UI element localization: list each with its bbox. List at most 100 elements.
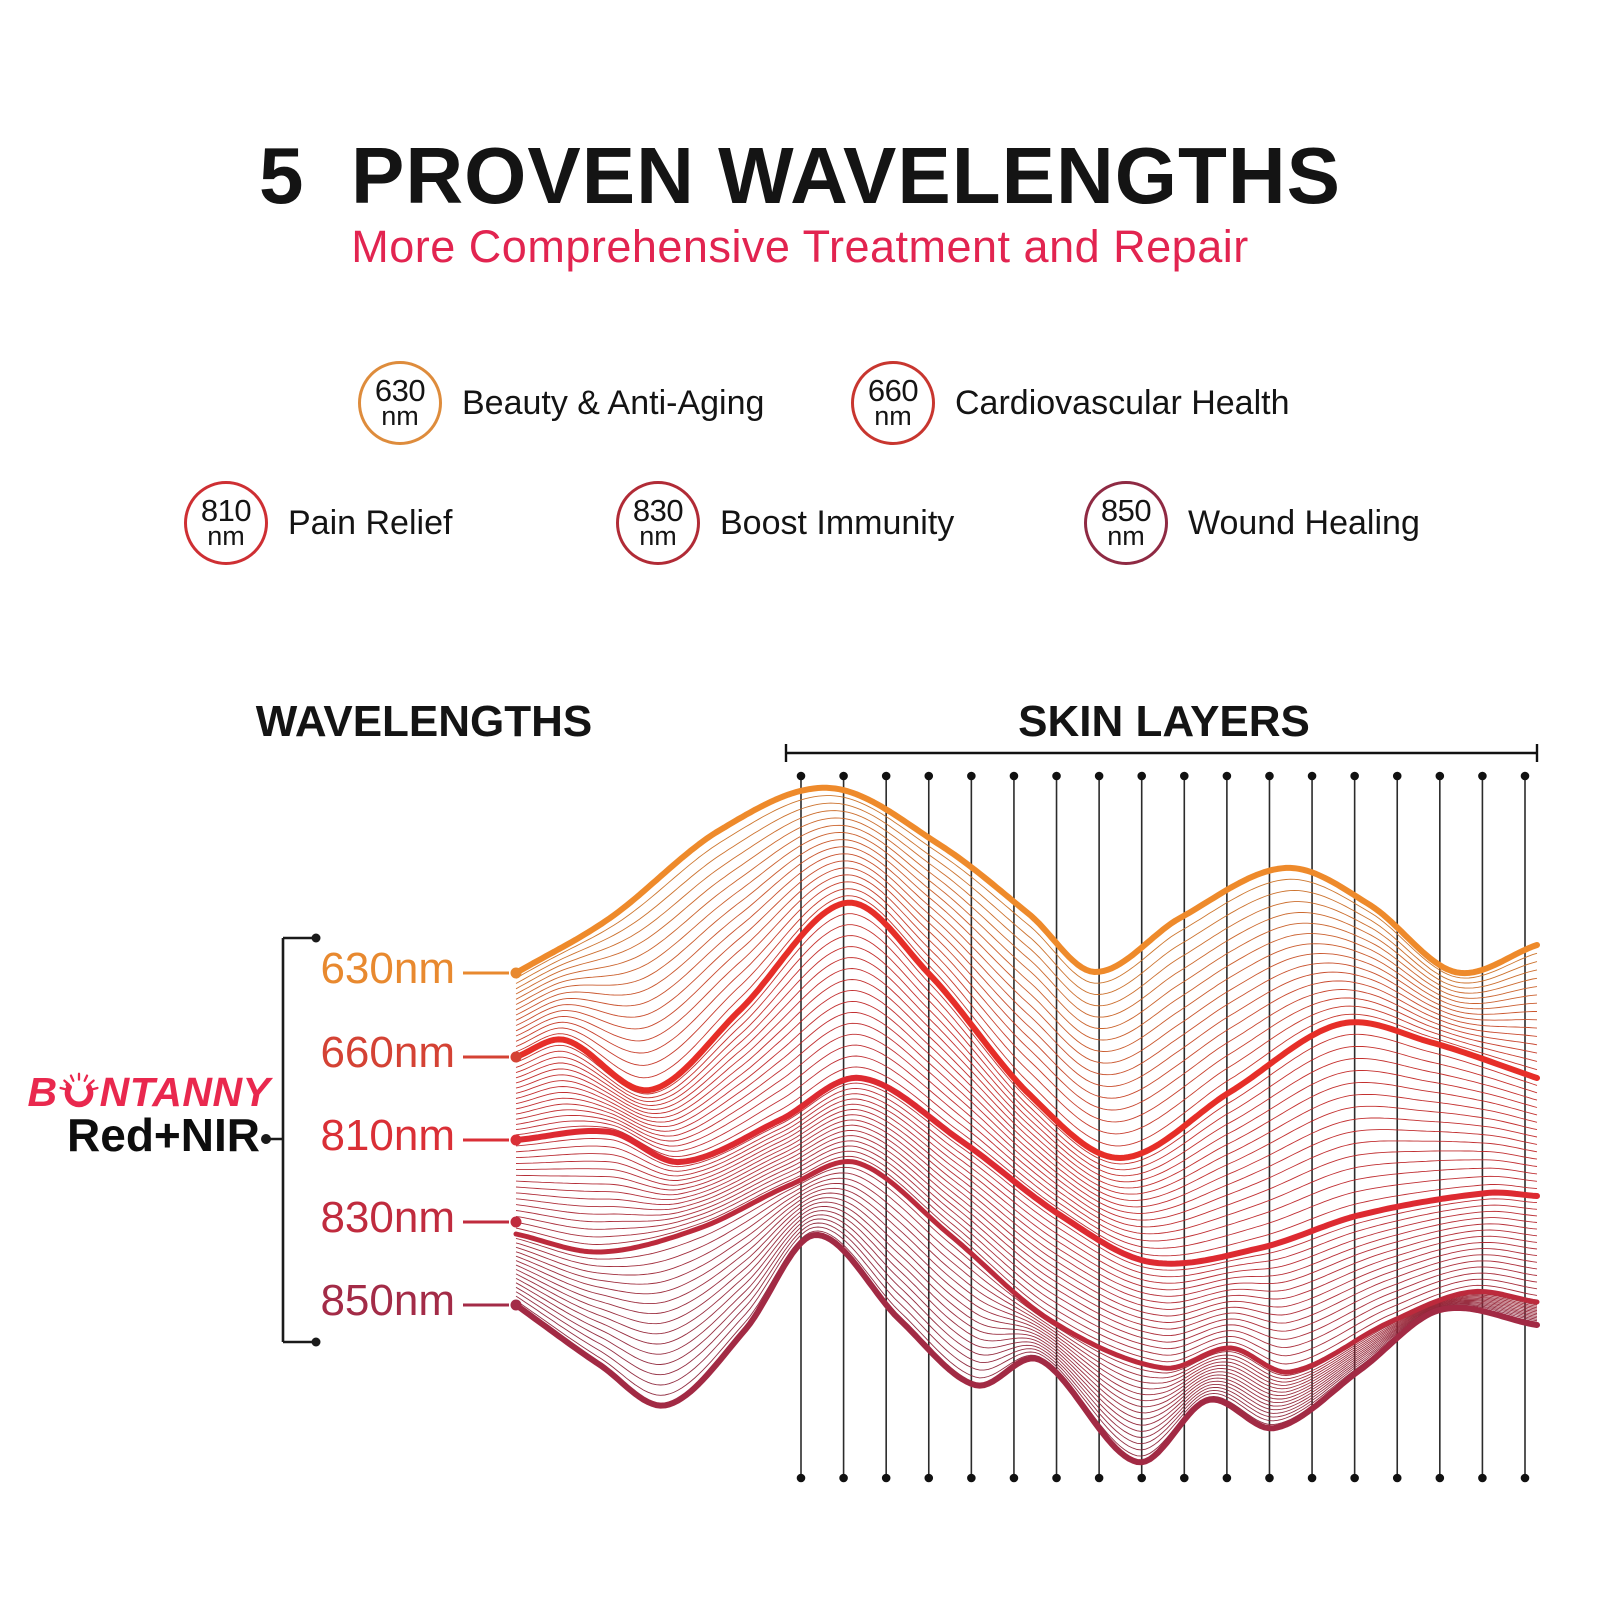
badge-circle-810: 810 nm <box>184 481 268 565</box>
ribbon-thin-line <box>515 1155 1538 1365</box>
badge-value: 810 <box>200 493 252 529</box>
badge-value: 830 <box>632 493 684 529</box>
badge-unit: nm <box>381 400 419 431</box>
ribbon-thin-line <box>515 935 1538 1177</box>
ribbon-thin-line <box>515 839 1538 1052</box>
badge-unit: nm <box>207 520 245 551</box>
ribbon-thin-line <box>515 1222 1538 1445</box>
skin-layer-dot-top <box>1137 771 1147 781</box>
skin-layer-dot-top <box>1009 771 1019 781</box>
badge-810nm: 810 nm Pain Relief <box>184 481 452 565</box>
ribbon-thin-line <box>515 874 1538 1111</box>
skin-layer-dot-top <box>1435 771 1445 781</box>
brand-rest: NTANNY <box>99 1069 271 1115</box>
ribbon-thin-line <box>515 832 1538 1041</box>
badge-label: Beauty & Anti-Aging <box>462 383 765 422</box>
skin-layer-dot-bottom <box>796 1473 806 1483</box>
wavelength-label-810nm: 810nm <box>320 1111 455 1160</box>
skin-layer-dot-top <box>1222 771 1232 781</box>
skin-layer-dot-bottom <box>1478 1473 1487 1483</box>
ribbon-thin-line <box>515 853 1538 1076</box>
brand-subline: Red+NIR <box>67 1109 260 1161</box>
skin-layer-dot-bottom <box>1350 1473 1359 1483</box>
skin-layer-dot-bottom <box>1265 1473 1274 1483</box>
ribbon-thin-line <box>515 1044 1538 1242</box>
ribbon-thin-line <box>515 860 1538 1087</box>
bracket-arm-dot <box>311 1337 321 1347</box>
skin-layers-bracket <box>784 744 1539 762</box>
badge-label: Cardiovascular Health <box>955 383 1290 422</box>
badge-unit: nm <box>874 400 912 431</box>
ribbon-thin-line <box>515 989 1538 1208</box>
badge-label: Wound Healing <box>1188 503 1420 542</box>
ribbon-thin-line <box>516 1103 1538 1297</box>
ribbon-thin-line <box>515 888 1538 1135</box>
skin-layer-dot-top <box>924 771 934 781</box>
wavelength-curve-850nm <box>513 1232 1540 1466</box>
wavelength-curve-660nm <box>513 899 1540 1161</box>
ribbon-thin-line <box>515 1177 1538 1384</box>
badge-value: 660 <box>867 373 919 409</box>
badge-value: 630 <box>374 373 426 409</box>
skin-layer-lines <box>796 771 1530 1483</box>
ribbon-thin-line <box>515 957 1538 1189</box>
ribbon-thin-line <box>515 1135 1538 1337</box>
skin-layer-dot-top <box>796 771 806 781</box>
skin-layer-dot-bottom <box>1137 1473 1147 1483</box>
bracket-arm-dot <box>311 933 321 943</box>
skin-layer-dot-top <box>839 771 848 781</box>
ribbon-thin-line <box>515 817 1538 1018</box>
skin-layer-dot-top <box>1520 771 1530 781</box>
skin-layer-dot-bottom <box>1222 1473 1232 1483</box>
ribbon-thin-line <box>515 1082 1538 1271</box>
skin-layer-dot-top <box>1350 771 1359 781</box>
skin-layer-dot-top <box>1392 771 1402 781</box>
label-connectors <box>463 967 522 1311</box>
ribbon-thin-line <box>515 824 1538 1029</box>
brand-logo: B NTANNY <box>14 1070 284 1113</box>
ribbon-thin-line <box>515 1182 1538 1390</box>
badge-unit: nm <box>639 520 677 551</box>
skin-layer-dot-bottom <box>1009 1473 1019 1483</box>
ribbon-thin-line <box>515 913 1538 1165</box>
ribbon-thin-line <box>515 802 1538 995</box>
wavelength-label-830nm: 830nm <box>320 1193 455 1242</box>
page-subtitle: More Comprehensive Treatment and Repair <box>351 221 1249 272</box>
ribbon-thin-line <box>515 1022 1538 1228</box>
wavelength-label-630nm: 630nm <box>320 944 455 993</box>
ribbon-thin-line <box>515 1214 1538 1432</box>
skin-layer-dot-bottom <box>1179 1473 1189 1483</box>
skin-layer-dot-bottom <box>1520 1473 1530 1483</box>
ribbon-thin-line <box>515 1119 1538 1317</box>
label-connector-dot <box>510 1134 522 1146</box>
label-connector-dot <box>510 967 522 979</box>
badge-label: Boost Immunity <box>720 503 955 542</box>
ribbon-thin-line <box>515 810 1538 1007</box>
ribbon-thin-line <box>515 1210 1538 1426</box>
sun-icon <box>59 1072 99 1108</box>
ribbon-thin-line <box>515 1066 1538 1257</box>
wavelength-curve-830nm <box>513 1159 1540 1375</box>
ribbon-thin-line <box>515 1129 1538 1330</box>
badge-circle-660: 660 nm <box>851 361 935 445</box>
ribbon-thin-line <box>515 881 1538 1123</box>
ribbon-thin-line <box>515 1197 1538 1408</box>
ribbon-thin-line <box>515 924 1538 1171</box>
label-connector-dot <box>510 1216 522 1228</box>
ribbon-thin-line <box>515 1000 1538 1214</box>
ribbon-thin-line <box>515 1011 1538 1221</box>
skin-layer-dot-top <box>1179 771 1189 781</box>
skin-layer-dot-bottom <box>967 1473 976 1483</box>
ribbon-thin-line <box>515 1087 1538 1278</box>
wavelength-group-bracket <box>261 933 321 1347</box>
ribbon-thin-line <box>515 895 1538 1147</box>
wavelength-curves <box>513 784 1540 1466</box>
badge-630nm: 630 nm Beauty & Anti-Aging <box>358 361 764 445</box>
ribbon-thin-line <box>515 1140 1538 1343</box>
badge-850nm: 850 nm Wound Healing <box>1084 481 1420 565</box>
ribbon-thin-line <box>515 1109 1538 1304</box>
ribbon-thin-line <box>515 946 1538 1183</box>
ribbon-thin-line <box>515 1187 1538 1396</box>
label-connector-dot <box>510 1299 522 1311</box>
badge-value: 850 <box>1100 493 1152 529</box>
